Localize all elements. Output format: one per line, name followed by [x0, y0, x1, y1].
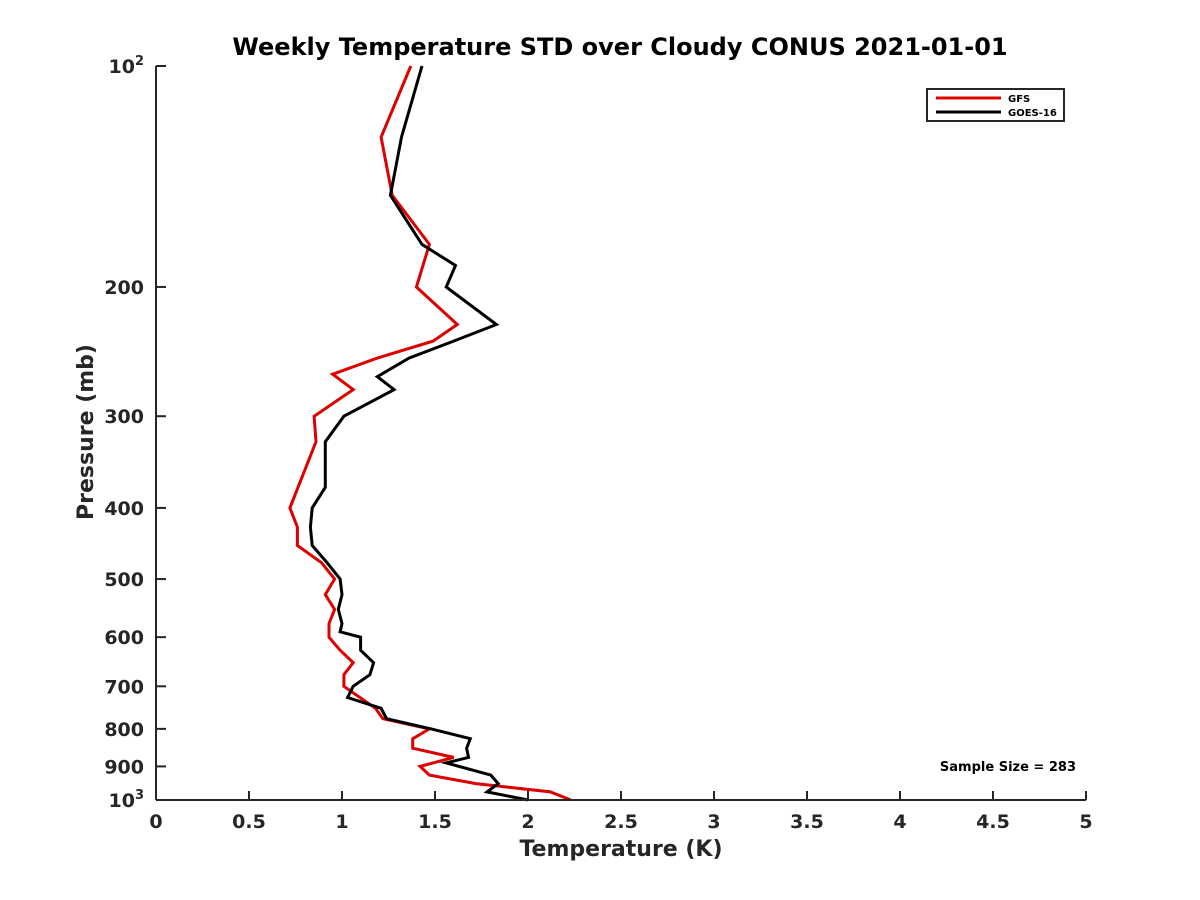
axes: [155, 66, 1086, 801]
y-tick-label: 800: [104, 719, 144, 741]
legend-label: GOES-16: [1008, 108, 1057, 119]
y-tick-label: 400: [104, 498, 144, 520]
x-tick-label: 1: [335, 811, 348, 833]
legend-box: [926, 88, 1065, 122]
series-layer: [288, 65, 572, 802]
y-tick-label: 900: [104, 756, 144, 778]
y-tick-label: 700: [104, 676, 144, 698]
series-line-gfs: [288, 65, 572, 802]
y-tick-label: 102: [109, 54, 145, 78]
x-axis-ticks: 0 0.5 1 1.5 2 2.5 3 3.5 4 4.5 5: [149, 791, 1093, 833]
x-tick-label: 3.5: [790, 811, 824, 833]
plot-area: [156, 66, 1086, 800]
y-tick-label: 600: [104, 627, 144, 649]
y-tick-label: 103: [109, 788, 145, 812]
series-line-goes-16: [308, 65, 529, 802]
x-tick-label: 0.5: [232, 811, 266, 833]
x-tick-label: 5: [1079, 811, 1092, 833]
y-axis-ticks: 102 200 300 400 500 600 700 800 900 103: [104, 54, 166, 812]
y-tick-label: 500: [104, 569, 144, 591]
x-tick-label: 2.5: [604, 811, 638, 833]
y-axis-label: Pressure (mb): [74, 344, 99, 520]
legend: GFS GOES-16: [926, 88, 1065, 122]
x-tick-label: 4: [893, 811, 906, 833]
legend-label: GFS: [1008, 94, 1030, 105]
x-tick-label: 2: [521, 811, 534, 833]
x-tick-label: 0: [149, 811, 162, 833]
x-axis-label: Temperature (K): [519, 837, 722, 862]
x-tick-label: 3: [707, 811, 720, 833]
y-tick-label: 200: [104, 277, 144, 299]
sample-size-annotation: Sample Size = 283: [940, 760, 1076, 775]
y-tick-label: 300: [104, 406, 144, 428]
chart-title: Weekly Temperature STD over Cloudy CONUS…: [232, 33, 1007, 61]
x-tick-label: 1.5: [418, 811, 452, 833]
x-tick-label: 4.5: [976, 811, 1010, 833]
